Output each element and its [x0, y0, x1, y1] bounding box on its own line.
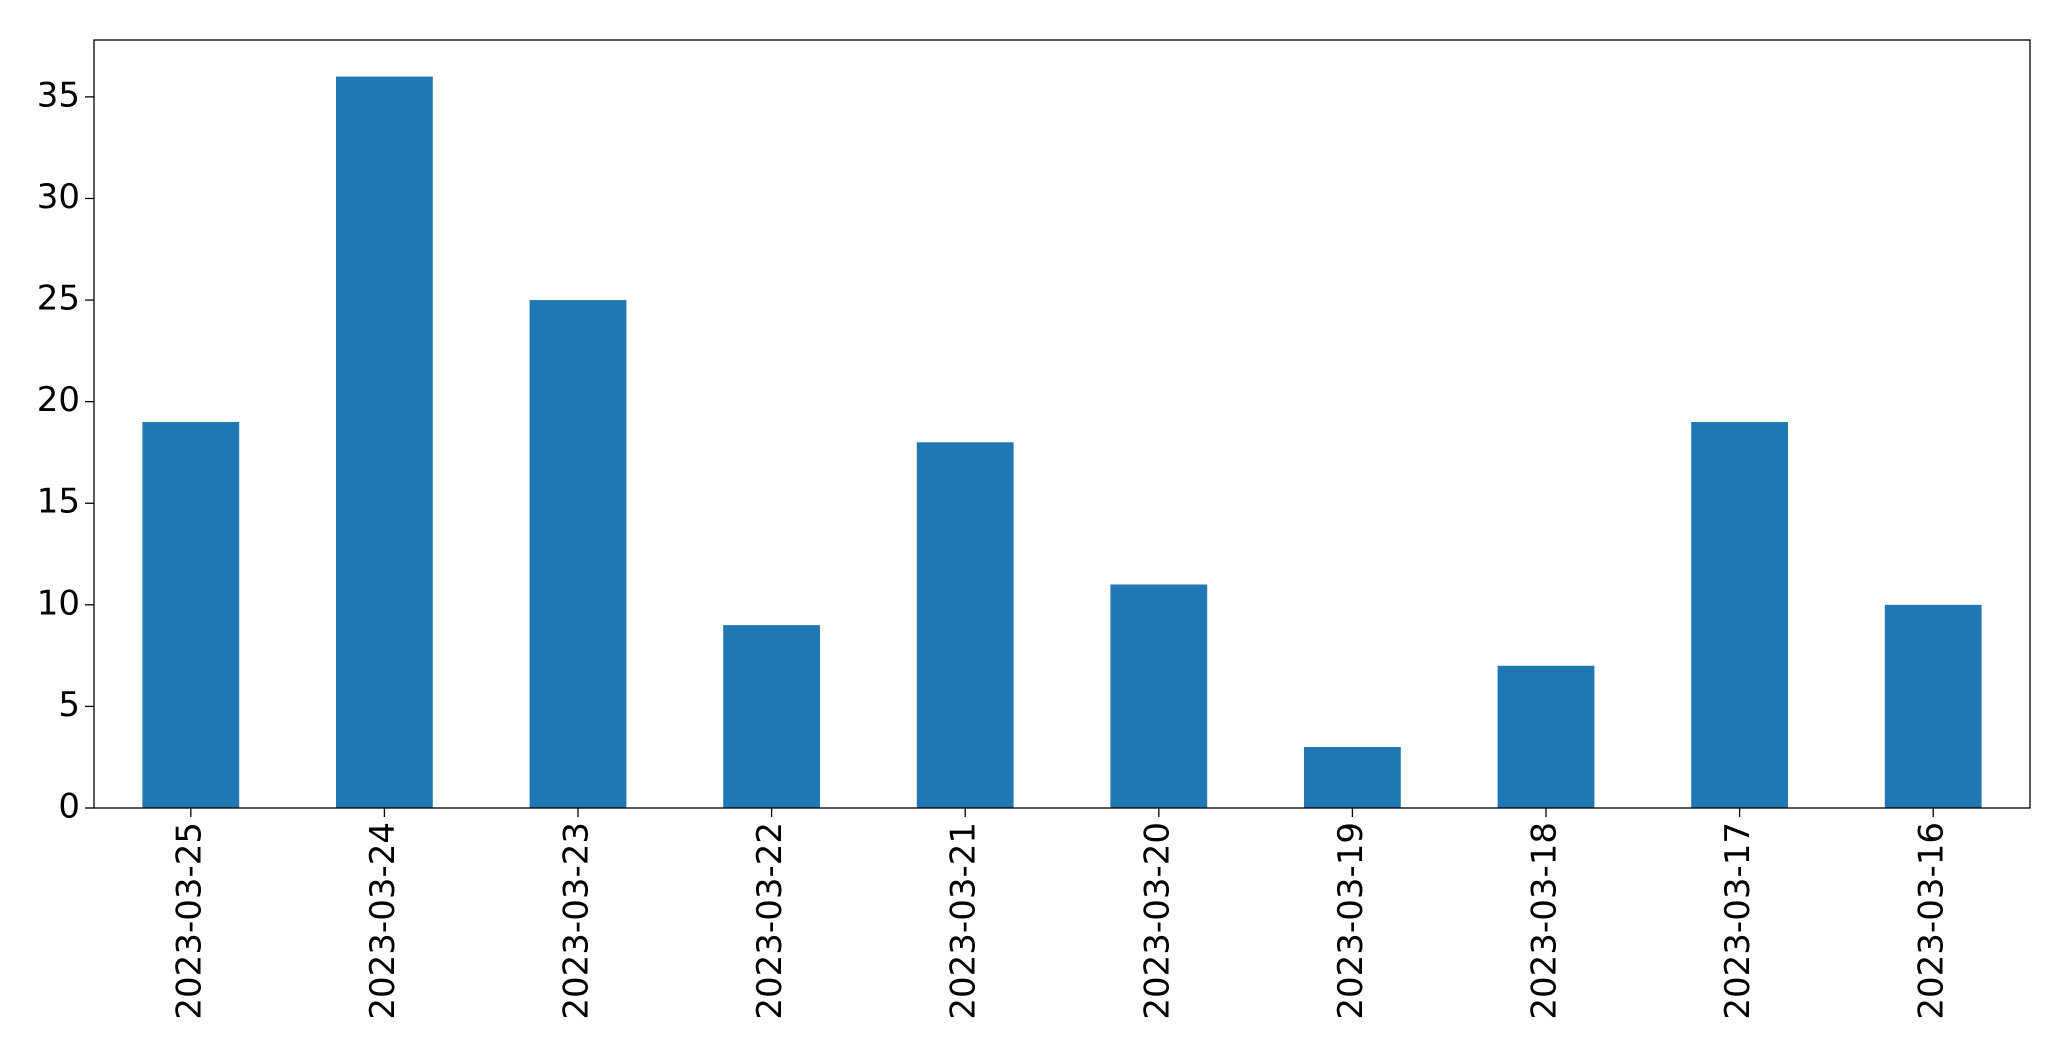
y-tick-label: 15: [37, 482, 80, 522]
bar: [336, 76, 433, 809]
bar: [529, 300, 627, 808]
bar: [1691, 421, 1788, 808]
bar: [142, 421, 240, 808]
x-tick-label: 2023-03-19: [1331, 822, 1371, 1020]
x-tick-label: 2023-03-23: [557, 822, 597, 1020]
x-tick-label: 2023-03-22: [750, 822, 790, 1020]
x-tick-label: 2023-03-21: [944, 822, 984, 1020]
bar: [1497, 665, 1595, 808]
x-tick-label: 2023-03-24: [363, 822, 403, 1020]
x-tick-label: 2023-03-16: [1912, 822, 1952, 1020]
x-tick-label: 2023-03-25: [169, 822, 209, 1020]
y-tick-label: 20: [37, 380, 80, 420]
x-tick-label: 2023-03-20: [1137, 822, 1177, 1020]
x-tick-label: 2023-03-18: [1525, 822, 1565, 1020]
y-tick-label: 5: [58, 685, 80, 725]
y-tick-label: 0: [58, 787, 80, 827]
y-tick-label: 30: [37, 177, 80, 217]
bar: [1110, 584, 1208, 808]
y-tick-label: 25: [37, 279, 80, 319]
y-tick-label: 35: [37, 75, 80, 115]
bar: [723, 625, 820, 808]
bar: [916, 442, 1014, 808]
axes-frame: [93, 39, 2031, 809]
bar: [1884, 604, 1982, 808]
y-tick-label: 10: [37, 583, 80, 623]
bar: [1304, 747, 1401, 808]
x-tick-label: 2023-03-17: [1718, 822, 1758, 1020]
